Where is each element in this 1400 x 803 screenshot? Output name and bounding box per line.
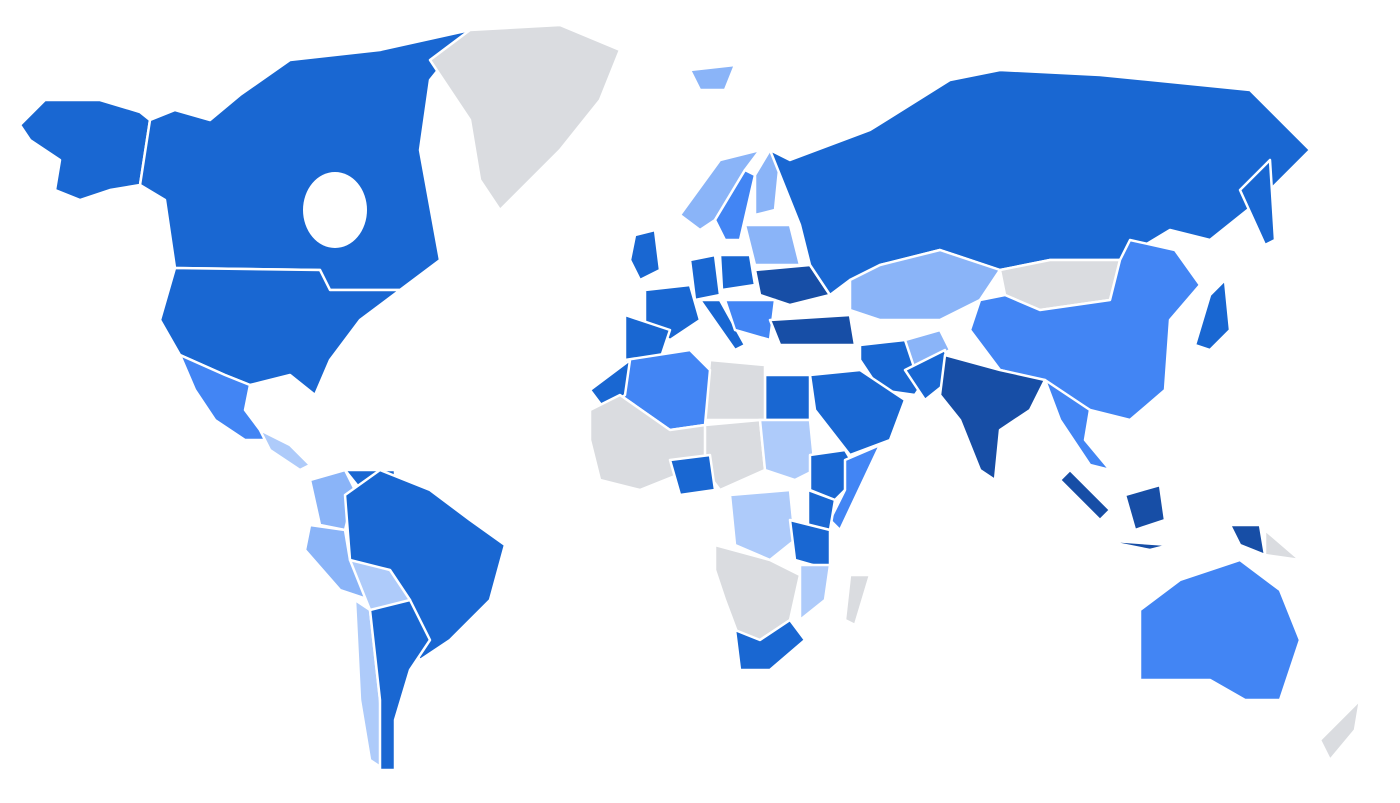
region-papua [1228, 523, 1267, 557]
region-mozambique [798, 563, 832, 622]
region-sudan [758, 418, 817, 482]
region-sweden [713, 168, 757, 242]
region-turkey [768, 313, 857, 347]
region-iceland [688, 63, 737, 92]
region-afghanistan [903, 328, 952, 372]
region-kamchatka [1238, 158, 1277, 247]
region-alaska [18, 98, 152, 202]
region-south-africa [733, 618, 807, 672]
region-southeast-asia [1043, 378, 1112, 472]
region-balkans [723, 298, 777, 342]
region-dr-congo [728, 488, 797, 562]
region-india [938, 353, 1047, 482]
region-nigeria [668, 453, 717, 497]
region-ukraine [753, 263, 832, 307]
hudson-bay-water [303, 172, 367, 248]
region-finland [753, 148, 782, 217]
region-madagascar [843, 573, 872, 627]
region-somalia [828, 443, 882, 532]
region-papua-new-guinea [1263, 528, 1302, 562]
region-sumatra [1058, 468, 1112, 522]
region-italy [698, 298, 747, 352]
region-baltics-belarus [743, 223, 802, 267]
region-central-america [258, 428, 312, 472]
region-saudi-arabia [808, 368, 907, 457]
region-tanzania [788, 518, 832, 572]
region-new-zealand [1318, 698, 1362, 762]
region-japan [1193, 278, 1232, 352]
region-greenland [428, 23, 622, 212]
region-uk [628, 228, 662, 282]
region-libya [703, 358, 767, 422]
region-germany [688, 253, 722, 302]
region-java [1098, 538, 1172, 552]
region-poland [718, 253, 757, 292]
region-canada [138, 28, 472, 292]
region-egypt [763, 373, 812, 422]
region-australia [1138, 558, 1302, 702]
region-argentina [368, 598, 432, 772]
region-borneo [1123, 483, 1167, 532]
